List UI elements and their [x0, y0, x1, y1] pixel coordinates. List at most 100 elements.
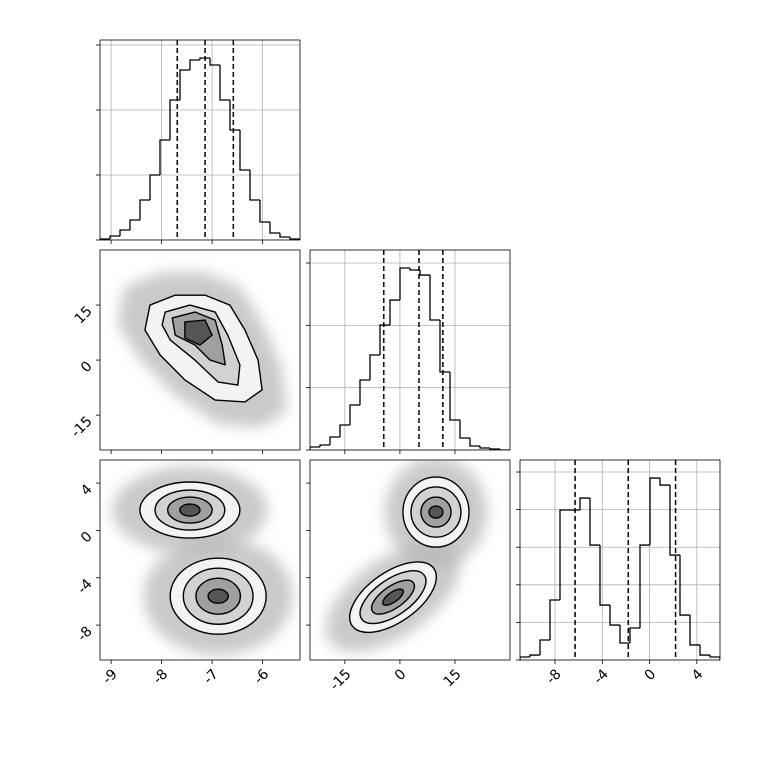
x-tick-label: 0 — [392, 666, 410, 684]
histogram-bin — [589, 498, 600, 546]
histogram-bin — [599, 545, 610, 606]
plot-area — [112, 466, 293, 656]
histogram-bin — [189, 59, 200, 71]
x-tick-label: -6 — [251, 666, 272, 687]
histogram-bin — [529, 654, 540, 657]
histogram-bin — [369, 354, 380, 381]
contour-level — [179, 503, 201, 517]
plot-area — [325, 460, 488, 652]
histogram-bin — [100, 238, 110, 240]
histogram-bin — [239, 130, 250, 171]
contour-level — [381, 588, 405, 606]
histogram-bin — [339, 424, 350, 437]
histogram-bin — [259, 200, 270, 223]
histogram-bin — [379, 324, 390, 356]
histogram-bin — [149, 174, 160, 201]
y-tick-label: -15 — [68, 413, 95, 440]
x-tick-label: -4 — [591, 666, 612, 687]
histogram-bin — [559, 509, 570, 600]
histogram-bin — [539, 639, 550, 656]
contour-level — [207, 588, 229, 604]
histogram-bin — [310, 446, 320, 450]
histogram-bin — [409, 268, 420, 271]
panel: -15 0 15 — [68, 249, 301, 454]
histogram-bin — [499, 449, 510, 450]
histogram-bin — [439, 319, 450, 373]
histogram-bin — [119, 229, 130, 236]
plot-area — [310, 250, 510, 450]
x-tick-label: -8 — [543, 666, 564, 687]
histogram-bin — [609, 605, 620, 626]
plot-area — [520, 460, 720, 660]
histogram-bin — [389, 299, 400, 326]
y-tick-label: 0 — [78, 358, 96, 376]
panel: -9 -8 -7 -6 -8 -4 0 4 — [74, 459, 301, 688]
panel: -8 -4 0 4 — [516, 459, 721, 688]
x-tick-label: -8 — [150, 666, 171, 687]
histogram-bin — [159, 139, 170, 176]
contour-level — [184, 319, 213, 346]
x-tick-label: -9 — [100, 666, 121, 687]
y-tick-label: 0 — [78, 529, 96, 547]
histogram-bin — [109, 235, 120, 240]
histogram-bin — [659, 478, 670, 486]
histogram-bin — [199, 57, 210, 61]
histogram-bin — [619, 625, 630, 644]
histogram-bin — [579, 497, 590, 510]
histogram-bin — [520, 656, 530, 660]
histogram-bin — [289, 237, 300, 240]
histogram-bin — [139, 199, 150, 220]
plot-area — [117, 272, 288, 428]
histogram-bin — [249, 169, 260, 201]
histogram-bin — [399, 267, 410, 301]
x-tick-label: -15 — [327, 666, 354, 693]
histogram-bin — [669, 485, 680, 556]
panel-frame — [99, 459, 301, 661]
histogram-bin — [459, 420, 470, 439]
histogram-bin — [699, 644, 710, 656]
histogram-bin — [209, 58, 220, 66]
histogram-bin — [359, 379, 370, 406]
histogram-bin — [429, 275, 440, 321]
histogram-bin — [449, 372, 460, 421]
histogram-bin — [419, 270, 430, 276]
histogram-bin — [179, 69, 190, 100]
y-tick-label: -4 — [74, 576, 95, 597]
x-tick-label: 4 — [689, 666, 707, 684]
y-tick-label: 15 — [72, 303, 96, 327]
y-tick-label: -8 — [74, 623, 95, 644]
histogram-bin — [329, 436, 340, 446]
histogram-bin — [269, 221, 280, 234]
histogram-bin — [349, 404, 360, 426]
histogram-bin — [489, 448, 500, 450]
plot-area — [100, 40, 300, 240]
panel-frame — [519, 459, 721, 661]
histogram-bin — [229, 99, 240, 131]
histogram-bin — [709, 655, 720, 660]
panel-frame — [99, 39, 301, 241]
panel-frame — [99, 249, 301, 451]
histogram-bin — [469, 437, 480, 447]
panel — [306, 249, 511, 454]
x-tick-label: 15 — [441, 666, 465, 690]
histogram-bin — [479, 446, 490, 449]
histogram-bin — [319, 444, 330, 448]
histogram-bin — [549, 599, 560, 640]
panel: -15 0 15 — [306, 459, 511, 694]
x-tick-label: 0 — [642, 666, 660, 684]
histogram-bin — [169, 99, 180, 141]
histogram-bin — [649, 477, 660, 546]
y-tick-label: 4 — [78, 481, 96, 499]
panel — [96, 39, 301, 244]
histogram-bin — [129, 219, 140, 230]
histogram-bin — [279, 232, 290, 238]
x-tick-label: -7 — [201, 666, 222, 687]
panel-frame — [309, 249, 511, 451]
histogram-bin — [679, 555, 690, 616]
histogram-bin — [689, 615, 700, 646]
histogram-bin — [639, 544, 650, 628]
histogram-bin — [219, 65, 230, 101]
panel-frame — [309, 459, 511, 661]
